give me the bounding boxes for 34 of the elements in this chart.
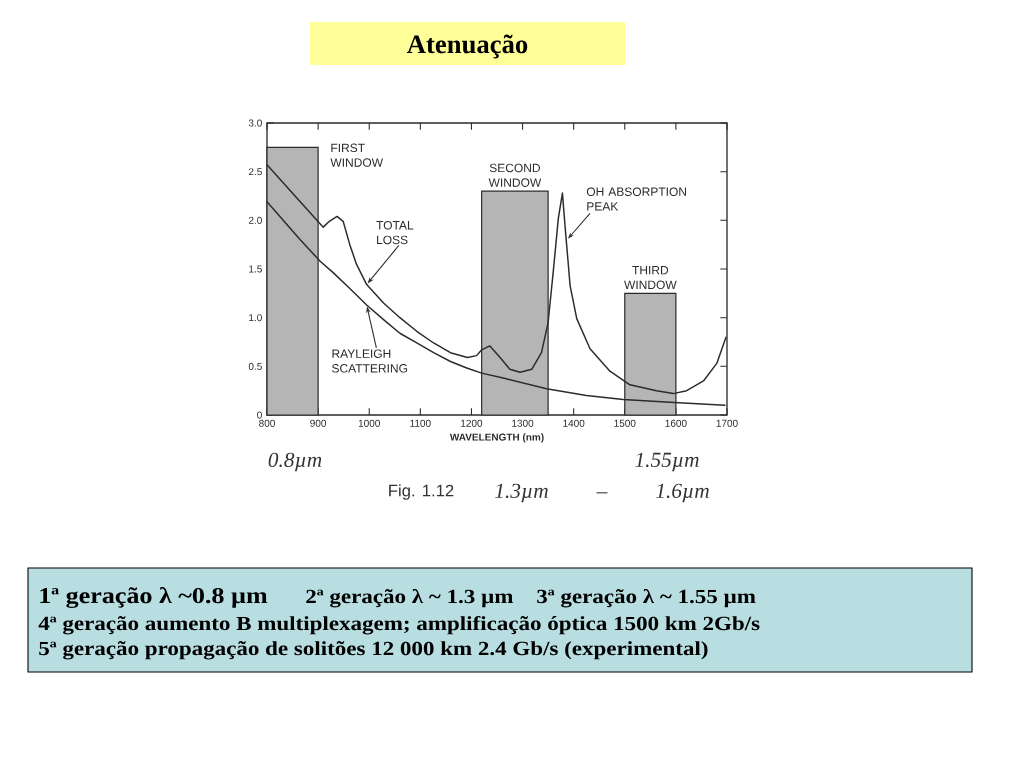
series-label: THIRD WINDOW [624,266,677,290]
x-tick-label: 1600 [665,419,687,427]
x-tick-label: 1700 [716,419,738,427]
caption: Fig. 1.12 [389,484,454,500]
annotation: OH ABSORPTION PEAK [586,187,687,211]
y-tick-label: 2.5 [248,168,262,176]
text: 1.55µm [635,452,699,472]
series-label: RAYLEIGH SCATTERING [332,349,408,373]
x-tick-label: 1100 [410,419,431,427]
text: 1.3µm – 1.6µm [495,483,709,503]
x-tick-label: 900 [310,419,327,427]
x-tick-label: 800 [259,419,275,427]
x-tick-label: 1300 [512,419,534,427]
x-tick-label: 1000 [358,419,380,427]
y-tick-label: 1.0 [249,314,262,322]
y-tick-label: 1.5 [249,265,262,273]
x-tick-label: 1200 [461,419,483,427]
x-tick-label: 1500 [614,419,636,427]
text: 3ª geração λ ~ 1.55 µm [537,588,756,608]
legend-label: FIRST WINDOW [330,143,383,167]
y-tick-label: 0 [257,411,262,419]
y-tick-label: 2.0 [248,216,262,224]
text: 2ª geração λ ~ 1.3 µm [306,588,514,608]
chart-title: Atenuação [407,34,528,59]
text: 0.8µm [268,452,322,472]
text: 4ª geração aumento B multiplexagem; amplificação óptica 1500 km 2Gb/s [38,615,760,635]
text: TOTAL LOSS [376,220,414,245]
x-axis-title: WAVELENGTH (nm) [449,433,544,443]
text: 1ª geração λ ~0.8 µm [40,587,268,609]
text: 5ª geração propagação de solitões 12 000 km 2.4 Gb/s (experimental) [39,641,708,660]
x-tick-label: 1400 [563,419,585,427]
y-tick-label: 3.0 [248,119,262,127]
y-tick-label: 0.5 [248,362,262,370]
series-label: SECOND WINDOW [488,163,542,187]
